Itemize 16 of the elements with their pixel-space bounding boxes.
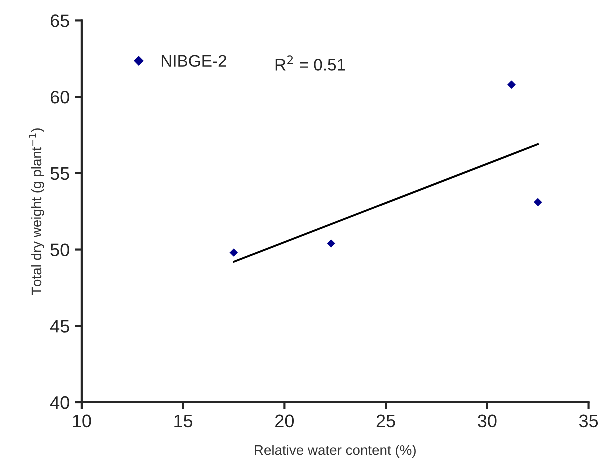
x-tick-label: 30 bbox=[478, 414, 497, 428]
legend-label: NIBGE-2 bbox=[162, 55, 226, 68]
x-tick-label: 25 bbox=[376, 414, 396, 428]
x-tick-label: 35 bbox=[579, 414, 598, 428]
y-tick-label: 50 bbox=[50, 244, 70, 256]
x-tick-label: 20 bbox=[276, 414, 294, 428]
x-tick-label: 15 bbox=[174, 414, 193, 428]
x-tick-label: 10 bbox=[73, 414, 92, 428]
y-axis-title: Total dry weight (g plant$^{−1}$) bbox=[29, 128, 44, 296]
y-tick-label: 65 bbox=[50, 14, 70, 28]
y-tick-label: 55 bbox=[50, 168, 70, 180]
y-tick-label: 60 bbox=[50, 90, 70, 104]
annotation: R$^{2}$ = 0.51 bbox=[276, 56, 346, 71]
y-tick-label: 40 bbox=[50, 396, 70, 410]
y-tick-label: 45 bbox=[50, 320, 70, 333]
x-axis-title: Relative water content (%) bbox=[255, 445, 416, 458]
